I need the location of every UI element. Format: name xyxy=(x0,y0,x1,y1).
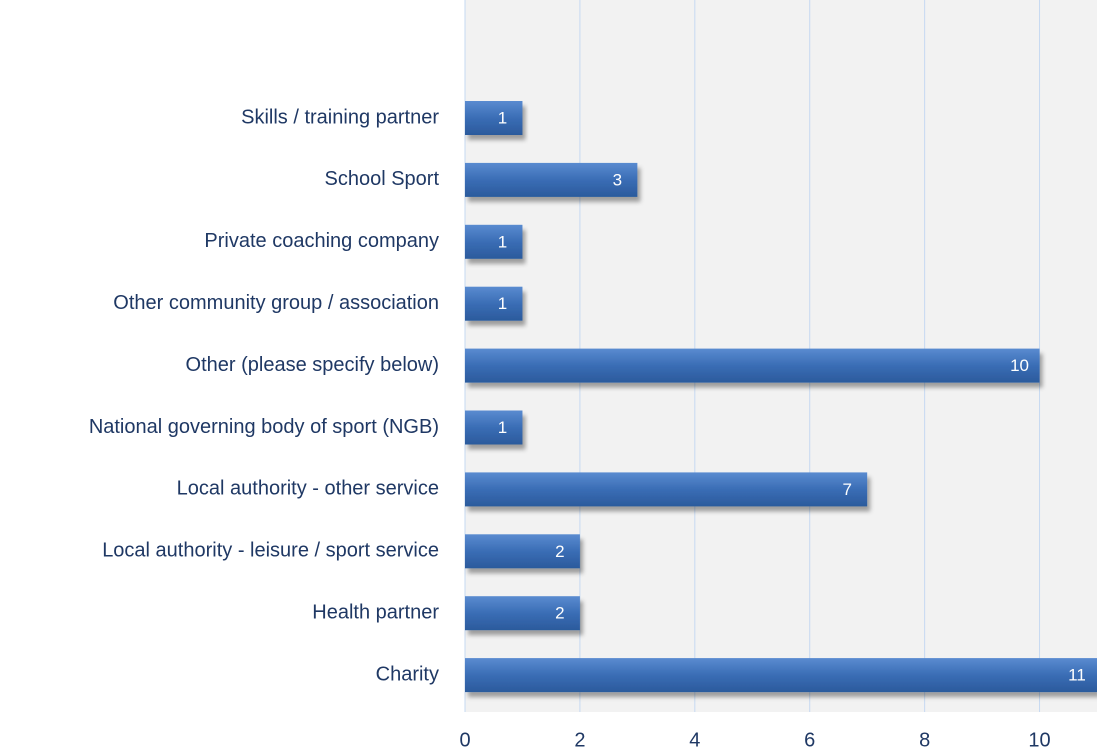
y-tick-label: Private coaching company xyxy=(204,230,439,252)
y-tick-label: School Sport xyxy=(324,168,439,190)
x-tick-label: 4 xyxy=(689,729,700,750)
bar xyxy=(465,534,580,569)
bar xyxy=(465,101,523,135)
data-label: 11 xyxy=(1068,666,1086,685)
data-label: 2 xyxy=(555,604,564,623)
data-label: 1 xyxy=(498,294,507,313)
bar xyxy=(465,472,868,507)
data-label: 7 xyxy=(842,480,851,499)
data-label: 3 xyxy=(613,170,622,189)
y-tick-label: National governing body of sport (NGB) xyxy=(89,416,439,438)
y-tick-label: Local authority - other service xyxy=(177,478,439,500)
data-label: 1 xyxy=(498,418,507,437)
y-tick-label: Charity xyxy=(376,663,439,685)
bar xyxy=(465,286,523,321)
data-label: 2 xyxy=(555,542,564,561)
bar xyxy=(465,224,523,259)
x-tick-label: 2 xyxy=(574,729,585,750)
data-label: 1 xyxy=(498,232,507,251)
bar xyxy=(465,162,638,197)
data-label: 1 xyxy=(498,108,507,127)
x-tick-label: 8 xyxy=(919,729,930,750)
bar xyxy=(465,596,580,631)
x-tick-label: 10 xyxy=(1028,729,1050,750)
data-label: 10 xyxy=(1010,356,1029,375)
y-tick-label: Health partner xyxy=(312,601,439,623)
bar xyxy=(465,410,523,445)
y-tick-label: Local authority - leisure / sport servic… xyxy=(102,540,439,562)
y-tick-label: Other community group / association xyxy=(113,292,439,314)
bar xyxy=(465,658,1097,693)
x-tick-label: 0 xyxy=(459,729,470,750)
y-tick-label: Skills / training partner xyxy=(241,106,439,128)
x-tick-label: 6 xyxy=(804,729,815,750)
bar xyxy=(465,348,1040,383)
y-tick-label: Other (please specify below) xyxy=(186,354,439,376)
